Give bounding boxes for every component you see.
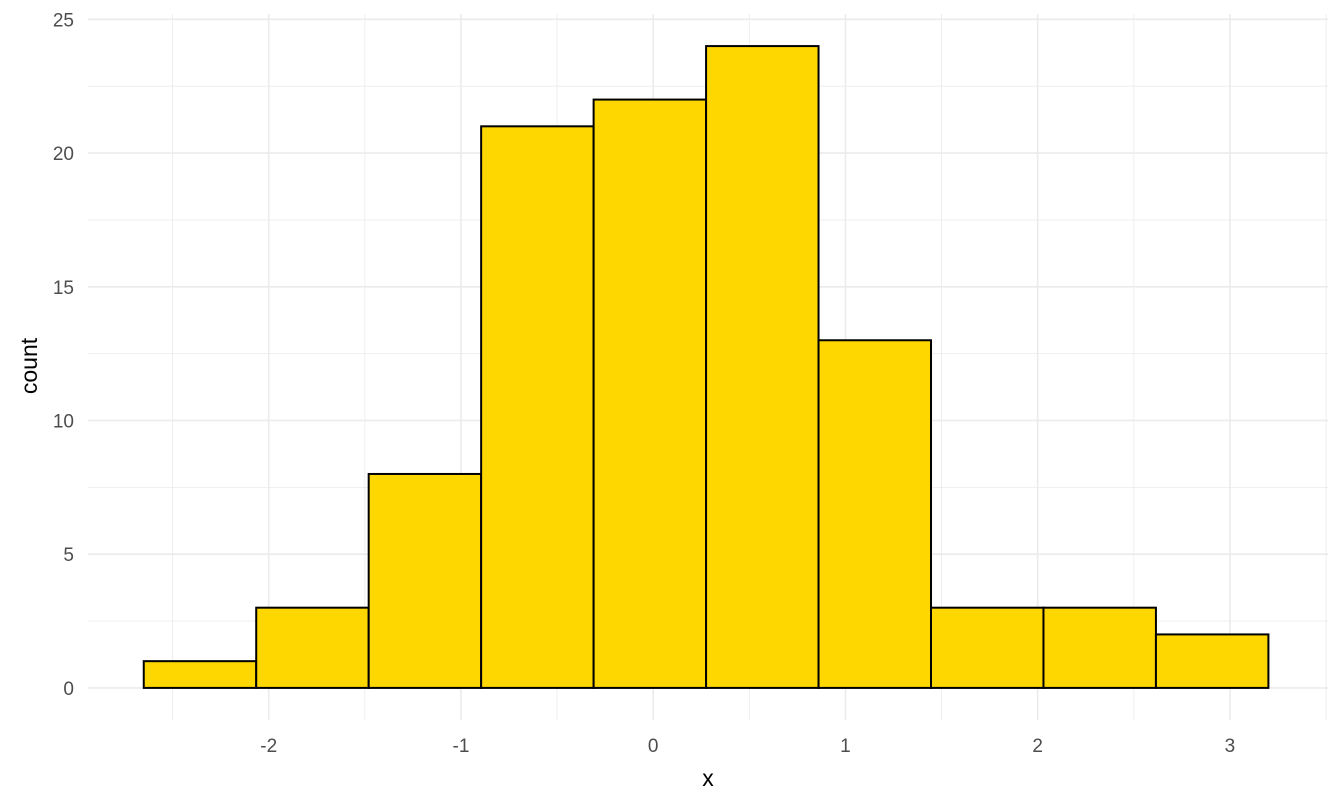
histogram-bar [1042, 606, 1157, 689]
histogram-bar [367, 472, 483, 689]
y-tick-label: 0 [63, 679, 74, 700]
x-tick-label: 3 [1225, 736, 1236, 757]
histogram-bar [592, 98, 708, 689]
x-tick-label: -1 [453, 736, 470, 757]
histogram-bar [255, 606, 370, 689]
histogram-bar [1154, 633, 1270, 689]
histogram-bar [142, 660, 258, 689]
histogram-bar [930, 606, 1045, 689]
x-tick-label: 2 [1032, 736, 1043, 757]
x-tick-label: 1 [840, 736, 851, 757]
x-tick-label: -2 [260, 736, 277, 757]
y-tick-label: 5 [63, 545, 74, 566]
y-tick-label: 20 [53, 144, 74, 165]
x-axis-title: x [702, 765, 714, 791]
y-axis-tick-labels: 0 5 10 15 20 25 [53, 10, 74, 700]
y-tick-label: 25 [53, 10, 74, 31]
histogram-bars [142, 45, 1270, 689]
y-axis-title: count [16, 337, 42, 394]
histogram-bar [817, 339, 933, 689]
histogram-bar [705, 45, 820, 689]
y-tick-label: 10 [53, 411, 74, 432]
x-axis-tick-labels: -2 -1 0 1 2 3 [260, 736, 1235, 757]
histogram-bar [480, 125, 595, 689]
y-tick-label: 15 [53, 278, 74, 299]
x-tick-label: 0 [648, 736, 659, 757]
